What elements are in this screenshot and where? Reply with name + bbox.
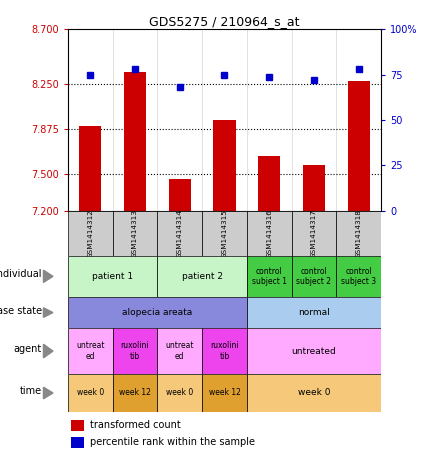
- Text: week 0: week 0: [166, 389, 193, 397]
- Text: control
subject 2: control subject 2: [297, 267, 332, 286]
- Polygon shape: [43, 344, 53, 358]
- Bar: [247, 256, 292, 297]
- Text: untreat
ed: untreat ed: [76, 342, 105, 361]
- Text: disease state: disease state: [0, 306, 42, 316]
- Polygon shape: [43, 308, 53, 317]
- Polygon shape: [43, 387, 53, 399]
- Bar: [292, 211, 336, 256]
- Bar: [247, 211, 292, 256]
- Text: GSM1414312: GSM1414312: [87, 209, 93, 258]
- Bar: [169, 179, 191, 211]
- Bar: [68, 374, 113, 412]
- Text: transformed count: transformed count: [90, 420, 180, 430]
- Text: GSM1414316: GSM1414316: [266, 209, 272, 258]
- Text: GSM1414314: GSM1414314: [177, 209, 183, 258]
- Text: ruxolini
tib: ruxolini tib: [121, 342, 149, 361]
- Bar: [68, 211, 113, 256]
- Bar: [157, 328, 202, 374]
- Bar: [113, 211, 157, 256]
- Bar: [247, 374, 381, 412]
- Text: time: time: [20, 386, 42, 396]
- Bar: [157, 256, 247, 297]
- Text: week 12: week 12: [119, 389, 151, 397]
- Text: untreat
ed: untreat ed: [166, 342, 194, 361]
- Text: untreated: untreated: [292, 347, 336, 356]
- Bar: [336, 211, 381, 256]
- Bar: [124, 72, 146, 211]
- Title: GDS5275 / 210964_s_at: GDS5275 / 210964_s_at: [149, 15, 300, 28]
- Bar: [113, 328, 157, 374]
- Text: control
subject 1: control subject 1: [252, 267, 287, 286]
- Bar: [247, 297, 381, 328]
- Text: GSM1414317: GSM1414317: [311, 209, 317, 258]
- Text: patient 2: patient 2: [182, 272, 223, 281]
- Bar: [157, 374, 202, 412]
- Bar: [202, 328, 247, 374]
- Text: week 0: week 0: [298, 389, 330, 397]
- Bar: [347, 82, 370, 211]
- Text: alopecia areata: alopecia areata: [122, 308, 192, 317]
- Bar: [113, 374, 157, 412]
- Bar: [303, 165, 325, 211]
- Polygon shape: [43, 270, 53, 283]
- Text: GSM1414318: GSM1414318: [356, 209, 362, 258]
- Bar: [292, 256, 336, 297]
- Bar: [68, 297, 247, 328]
- Bar: [258, 156, 280, 211]
- Bar: [79, 126, 102, 211]
- Bar: [68, 328, 113, 374]
- Text: percentile rank within the sample: percentile rank within the sample: [90, 437, 255, 447]
- Bar: [213, 120, 236, 211]
- Text: individual: individual: [0, 269, 42, 280]
- Bar: [247, 328, 381, 374]
- Bar: [68, 256, 157, 297]
- Text: GSM1414315: GSM1414315: [222, 209, 227, 258]
- Text: agent: agent: [14, 344, 42, 354]
- Bar: [157, 211, 202, 256]
- Text: GSM1414313: GSM1414313: [132, 209, 138, 258]
- Bar: [202, 211, 247, 256]
- Text: ruxolini
tib: ruxolini tib: [210, 342, 239, 361]
- Bar: [71, 420, 84, 431]
- Text: patient 1: patient 1: [92, 272, 133, 281]
- Bar: [202, 374, 247, 412]
- Bar: [71, 437, 84, 448]
- Bar: [336, 256, 381, 297]
- Text: control
subject 3: control subject 3: [341, 267, 376, 286]
- Text: week 12: week 12: [208, 389, 240, 397]
- Text: normal: normal: [298, 308, 330, 317]
- Text: week 0: week 0: [77, 389, 104, 397]
